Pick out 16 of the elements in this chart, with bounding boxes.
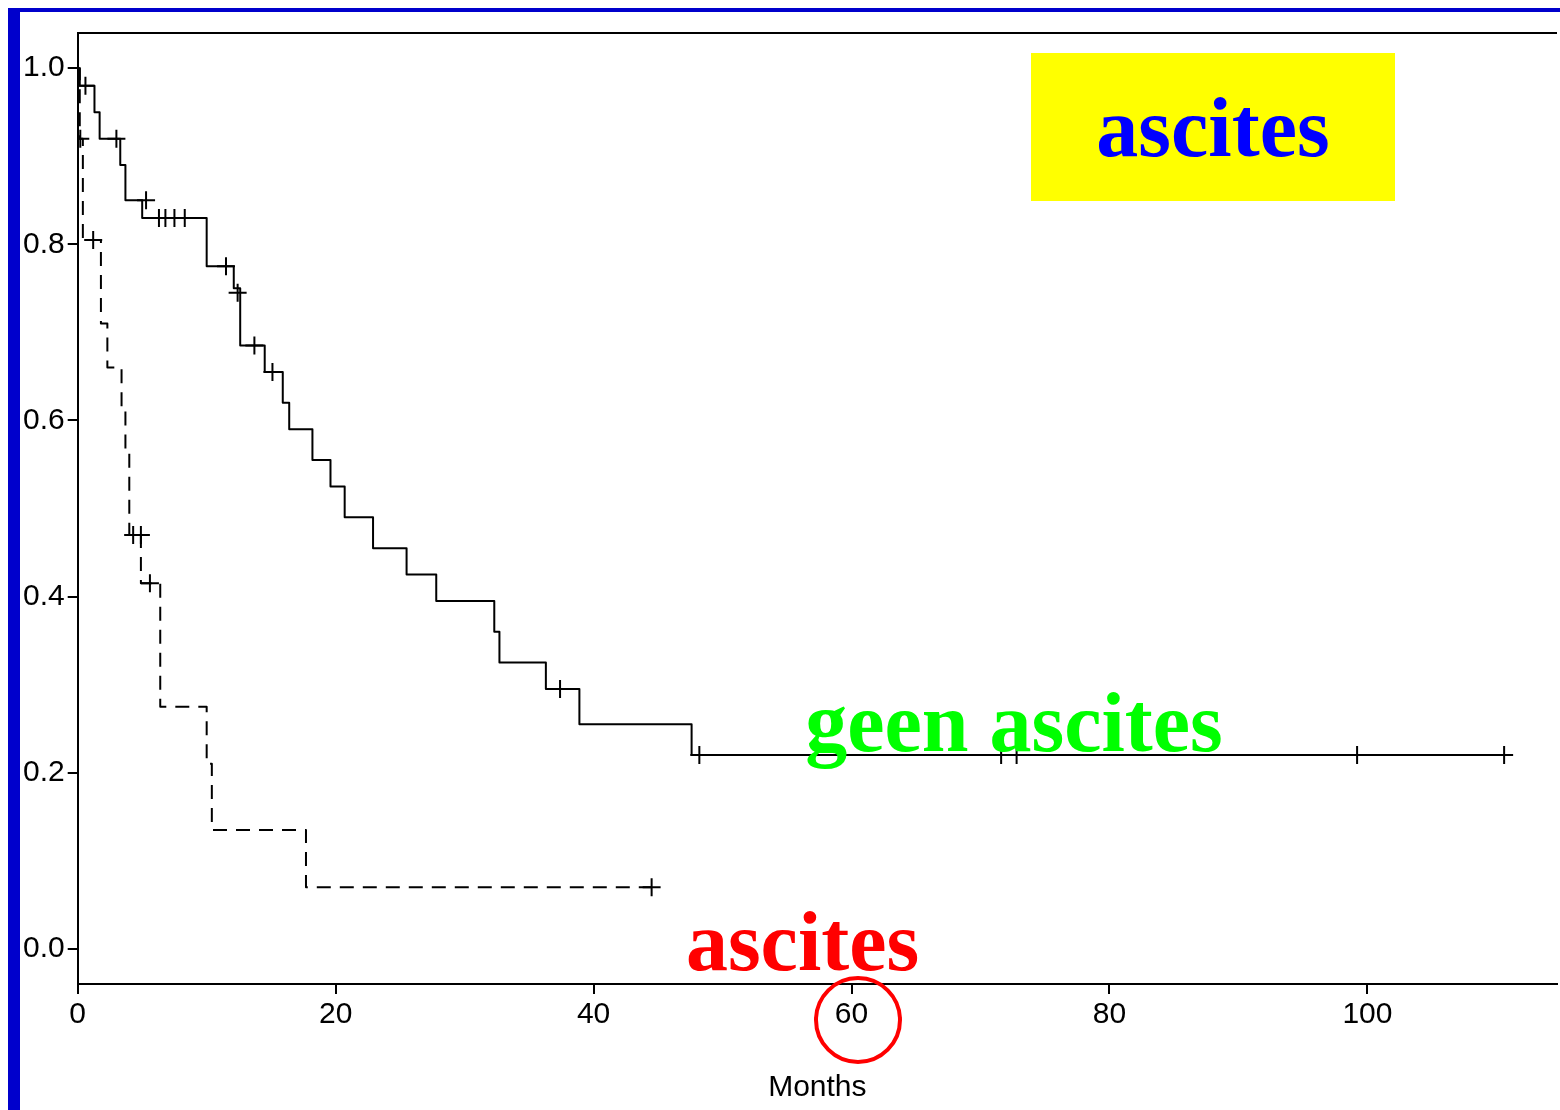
y-tick-label: 0.2: [22, 753, 65, 787]
annotation: geen ascites: [805, 676, 1223, 770]
y-tick-label: 1.0: [22, 49, 65, 83]
y-tick-label: 0.0: [22, 930, 65, 964]
x-tick-label: 80: [1092, 996, 1127, 1030]
x-tick-label: 20: [318, 996, 353, 1030]
y-tick-label: 0.8: [22, 225, 65, 259]
y-tick-label: 0.6: [22, 401, 65, 435]
x-axis-title: Months: [768, 1069, 867, 1103]
text: ascites: [1031, 53, 1395, 201]
x-tick-label: 60: [834, 996, 869, 1030]
x-tick-label: 0: [69, 996, 87, 1030]
annotation: ascites: [685, 895, 920, 988]
x-tick-label: 40: [576, 996, 611, 1030]
y-tick-label: 0.4: [22, 577, 65, 611]
x-tick-label: 100: [1342, 996, 1393, 1030]
